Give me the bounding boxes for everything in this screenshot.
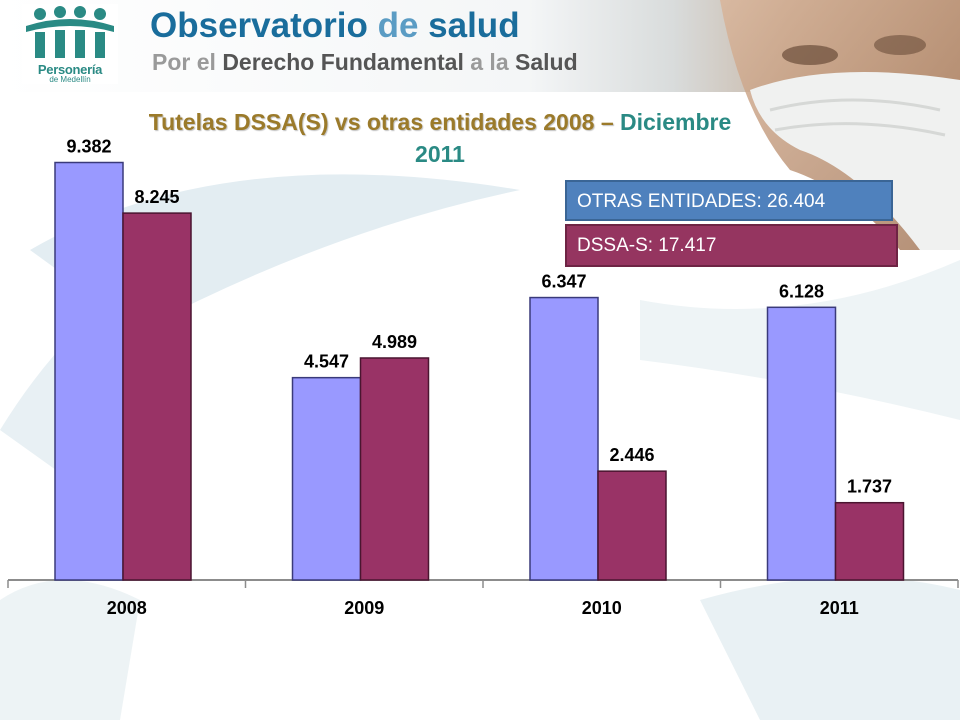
- slide-title-part2: Diciembre: [613, 109, 732, 135]
- doctor-photo: [720, 0, 960, 250]
- brand-subtitle-part2: Derecho Fundamental: [222, 49, 464, 75]
- data-label-otras-2011: 6.128: [779, 281, 824, 301]
- brand-title-part1: Observatorio: [150, 6, 368, 45]
- brand-subtitle-part1: Por el: [152, 49, 223, 75]
- data-label-dssa-2010: 2.446: [609, 445, 654, 465]
- bar-otras-2008: [54, 161, 124, 581]
- x-tick-label-2011: 2011: [820, 598, 859, 618]
- data-label-otras-2009: 4.547: [304, 352, 349, 372]
- slide-title: Tutelas DSSA(S) vs otras entidades 2008 …: [0, 106, 880, 170]
- x-tick-label-2010: 2010: [582, 598, 622, 618]
- personeria-logo: Personería de Medellín: [22, 4, 118, 84]
- brand-subtitle-part4: Salud: [515, 49, 578, 75]
- brand-subtitle-part3: a la: [463, 49, 516, 75]
- bar-dssa-2011: [834, 501, 905, 581]
- people-logo-icon: [26, 6, 114, 58]
- legend-otras-entidades: OTRAS ENTIDADES: 26.404: [565, 180, 893, 221]
- bar-otras-2010: [529, 296, 599, 581]
- brand-title: Observatorio de salud: [150, 6, 520, 46]
- x-tick-label-2009: 2009: [344, 598, 384, 618]
- bars-group: [54, 161, 905, 581]
- x-axis-ticks: [7, 580, 959, 588]
- x-tick-labels-group: 2008 2009 2010 2011: [107, 598, 859, 618]
- data-label-dssa-2008: 8.245: [134, 187, 179, 207]
- bar-otras-2011: [766, 306, 837, 581]
- data-label-otras-2008: 9.382: [66, 137, 111, 157]
- slide-title-part1: Tutelas DSSA(S) vs otras entidades 2008 …: [148, 109, 614, 135]
- data-label-otras-2010: 6.347: [541, 272, 586, 292]
- bar-dssa-2009: [359, 357, 430, 581]
- logo-place: de Medellín: [49, 75, 91, 84]
- data-label-dssa-2011: 1.737: [847, 477, 892, 497]
- bar-dssa-2010: [597, 470, 667, 581]
- bar-otras-2009: [291, 376, 362, 581]
- data-label-dssa-2009: 4.989: [372, 332, 417, 352]
- brand-subtitle: Por el Derecho Fundamental a la Salud: [152, 49, 578, 76]
- slide-title-line2: 2011: [415, 141, 465, 167]
- brand-title-part3: salud: [428, 6, 520, 45]
- bar-dssa-2008: [122, 212, 192, 581]
- logo-name: Personería: [37, 62, 103, 77]
- bar-labels-group: 9.382 8.245 4.547 4.989 6.347 2.446 6.128 1.737: [66, 137, 892, 497]
- brand-title-part2: de: [367, 6, 429, 45]
- x-tick-label-2008: 2008: [107, 598, 147, 618]
- legend-dssa-s: DSSA-S: 17.417: [565, 224, 898, 267]
